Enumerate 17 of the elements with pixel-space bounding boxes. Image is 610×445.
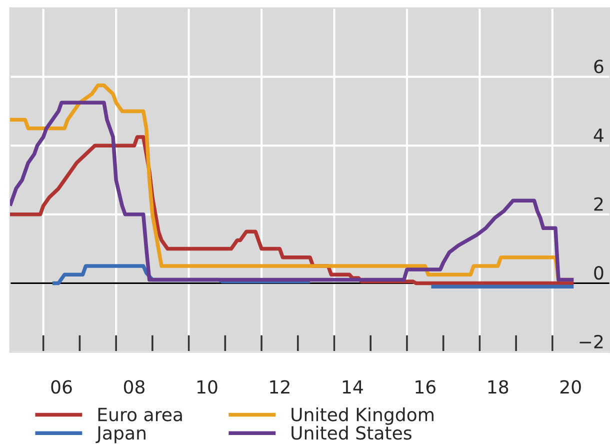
- x-tick-label: 16: [416, 380, 436, 394]
- legend-label: United Kingdom: [292, 407, 434, 425]
- x-tick-label: 06: [51, 380, 72, 394]
- x-tick-label: 10: [197, 380, 218, 394]
- y-tick-label: 4: [594, 128, 604, 142]
- x-tick-label: 18: [488, 380, 508, 394]
- y-tick-label: 2: [594, 197, 603, 211]
- legend-label: Euro area: [98, 408, 182, 422]
- y-tick-label: 6: [594, 60, 604, 74]
- x-tick-label: 08: [124, 380, 144, 394]
- y-tick-label: −2: [580, 334, 603, 348]
- y-tick-label: 0: [594, 266, 604, 280]
- x-tick-label: 14: [342, 380, 363, 394]
- legend-label: United States: [292, 426, 412, 440]
- x-tick-label: 12: [270, 380, 290, 394]
- legend-label: Japan: [96, 426, 146, 444]
- x-tick-label: 20: [560, 380, 581, 394]
